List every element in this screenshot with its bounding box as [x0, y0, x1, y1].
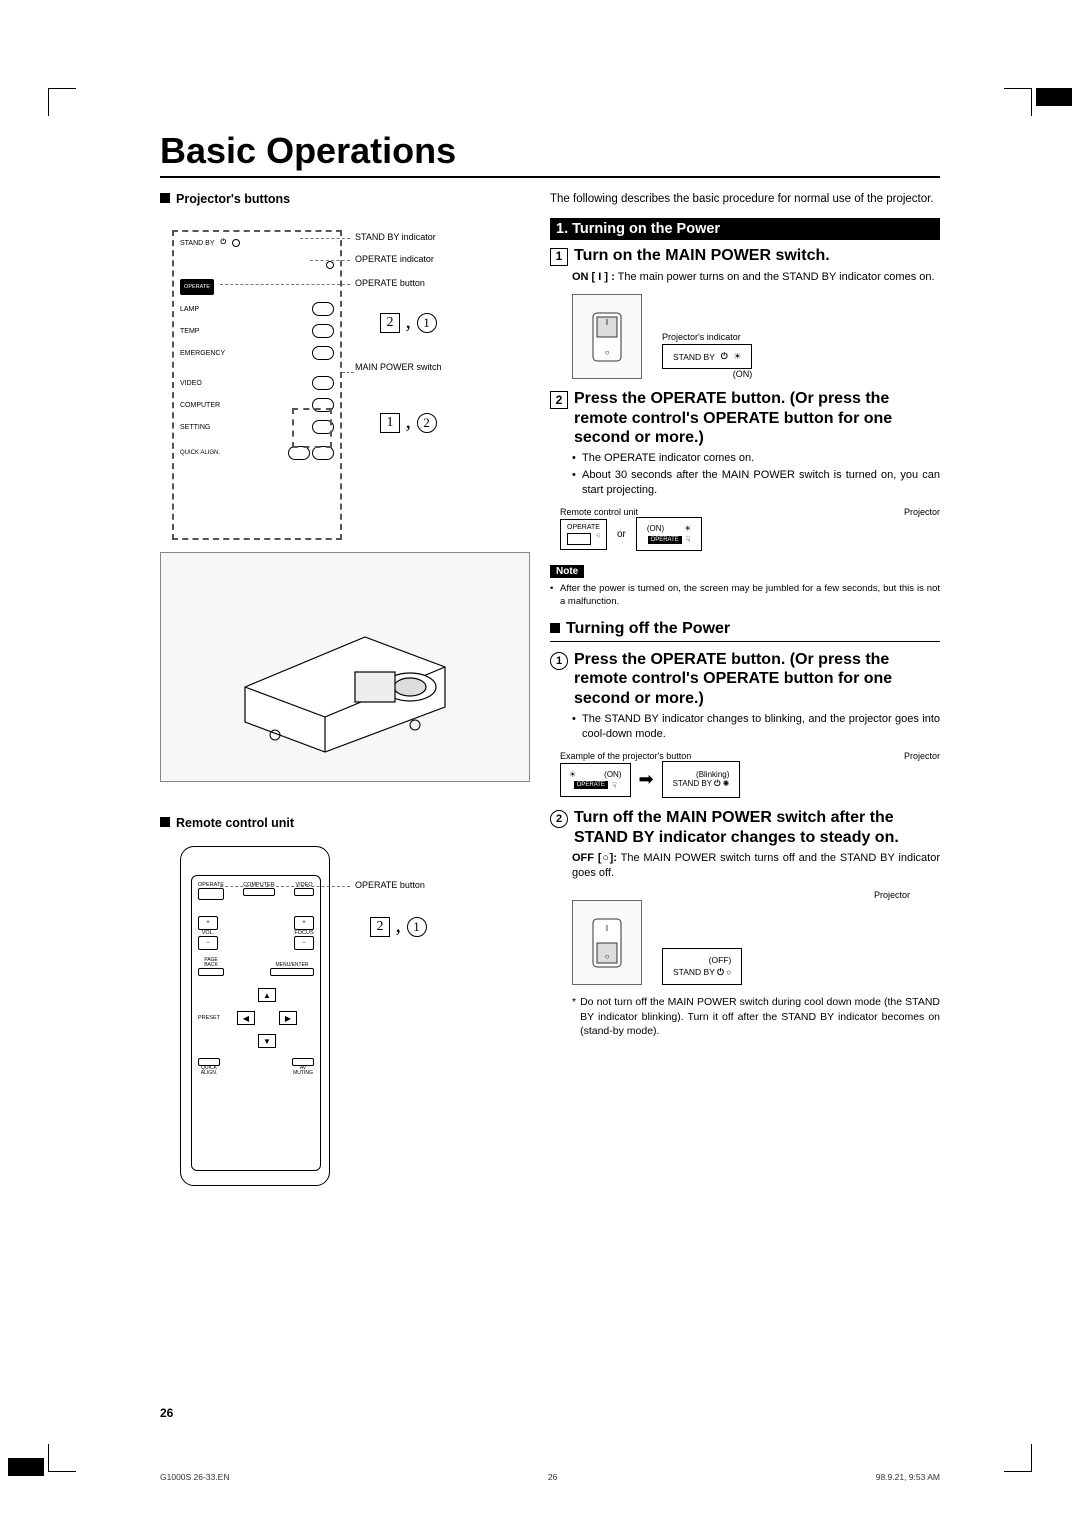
step-reference-2: 1 , 2: [380, 408, 437, 434]
svg-text:○: ○: [605, 348, 610, 357]
projector-buttons-diagram: STAND BY⏻ OPERATE LAMP TEMP EMERGENCY VI…: [160, 212, 530, 552]
callout-remote-operate: OPERATE button: [355, 880, 425, 890]
off-step-1-title: 1 Press the OPERATE button. (Or press th…: [550, 650, 940, 708]
switch-on-icon: I○: [572, 294, 642, 379]
step-1-title: 1 Turn on the MAIN POWER switch.: [550, 246, 940, 266]
callout-main-power: MAIN POWER switch: [355, 362, 442, 372]
callout-operate-indicator: OPERATE indicator: [355, 254, 434, 264]
intro-text: The following describes the basic proced…: [550, 192, 940, 208]
step-reference-1: 2 , 1: [380, 308, 437, 334]
callout-operate-button: OPERATE button: [355, 278, 425, 288]
page-content: Basic Operations Projector's buttons STA…: [160, 130, 940, 1196]
standby-indicator-on: STAND BY ⏻ ☀: [662, 344, 752, 369]
step-2-illustration: OPERATE ☟ or (ON)☀ OPERATE☟: [560, 517, 940, 551]
step-2-title: 2 Press the OPERATE button. (Or press th…: [550, 389, 940, 447]
off-step-1-body: The STAND BY indicator changes to blinki…: [572, 712, 940, 742]
projector-buttons-heading: Projector's buttons: [160, 192, 530, 206]
page-title: Basic Operations: [160, 130, 940, 178]
registration-mark: [8, 1458, 44, 1476]
main-power-switch-area: [292, 408, 332, 448]
caution-text: *Do not turn off the MAIN POWER switch d…: [572, 995, 940, 1038]
crop-mark: [1004, 1444, 1032, 1472]
crop-mark: [48, 1444, 76, 1472]
crop-mark: [1004, 88, 1032, 116]
callout-standby-indicator: STAND BY indicator: [355, 232, 436, 242]
off-step-2-body: OFF [○]: The MAIN POWER switch turns off…: [572, 851, 940, 881]
off-step-2-title: 2 Turn off the MAIN POWER switch after t…: [550, 808, 940, 846]
right-column: The following describes the basic proced…: [550, 192, 940, 1196]
svg-text:I: I: [606, 924, 608, 933]
off-step-1-illustration: ☀(ON) OPERATE☟ ➡ (Blinking) STAND BY ⏻ ✺: [560, 761, 940, 798]
operate-button: OPERATE: [180, 279, 214, 295]
projector-illustration: [160, 552, 530, 782]
remote-control-diagram: OPERATE COMPUTER VIDEO +VOL.− +FOCUS− PA…: [160, 836, 530, 1196]
step-1-body: ON [ I ] : The main power turns on and t…: [572, 270, 940, 285]
off-step-2-illustration: I○ (OFF) STAND BY ⏻ ○: [572, 900, 940, 985]
remote-control-heading: Remote control unit: [160, 816, 530, 830]
step-1-illustration: I○ Projector's indicator STAND BY ⏻ ☀ (O…: [572, 294, 940, 379]
footer-meta: G1000S 26-33.EN 26 98.9.21, 9:53 AM: [160, 1472, 940, 1482]
standby-indicator-off: (OFF) STAND BY ⏻ ○: [662, 948, 742, 985]
left-column: Projector's buttons STAND BY⏻ OPERATE LA…: [160, 192, 530, 1196]
switch-off-icon: I○: [572, 900, 642, 985]
registration-mark: [1036, 88, 1072, 106]
svg-text:○: ○: [605, 952, 610, 961]
section-2-heading: Turning off the Power: [550, 620, 940, 642]
section-1-heading: 1. Turning on the Power: [550, 218, 940, 240]
projector-panel: STAND BY⏻ OPERATE LAMP TEMP EMERGENCY VI…: [172, 230, 342, 540]
step-reference-remote: 2 , 1: [370, 912, 427, 938]
crop-mark: [48, 88, 76, 116]
note-block: Note After the power is turned on, the s…: [550, 561, 940, 608]
page-number: 26: [160, 1406, 173, 1420]
step-2-body: The OPERATE indicator comes on. About 30…: [572, 451, 940, 498]
svg-text:I: I: [606, 318, 608, 327]
